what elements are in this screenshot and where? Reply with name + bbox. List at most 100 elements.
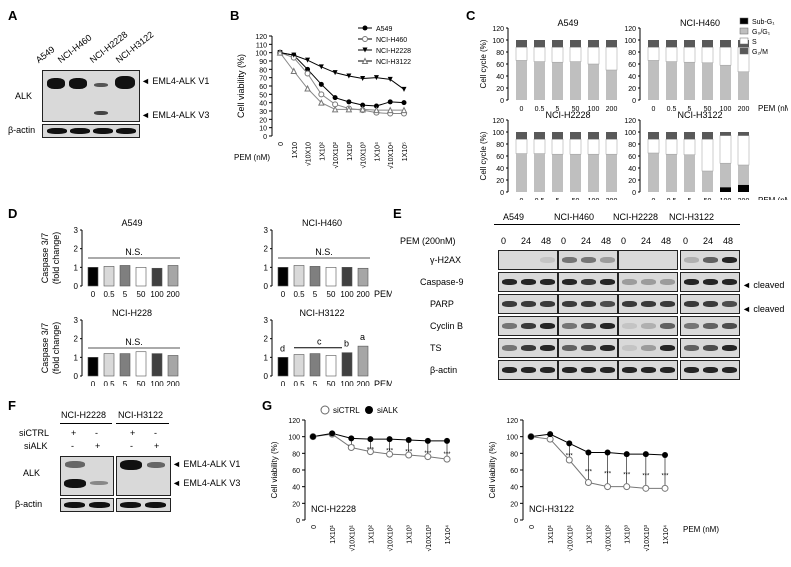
x-tick-label: 100 — [720, 106, 732, 113]
y-tick-label: 1 — [264, 263, 269, 272]
marker-open-circle — [405, 451, 413, 459]
y-tick-label: 3 — [74, 316, 79, 325]
stack-segment — [551, 46, 564, 63]
y-axis-label: Cell viability (%) — [488, 441, 497, 498]
group-label-h2228: NCI-H2228 — [61, 410, 107, 420]
y-tick-label: 60 — [628, 62, 636, 69]
y-tick-label: 2 — [264, 335, 269, 344]
y-tick-label: 80 — [259, 67, 267, 74]
panel-letter-c: C — [466, 8, 476, 23]
blot-strip — [498, 272, 558, 292]
significance-stars: *** — [642, 473, 650, 479]
group-label: NCI-H2228 — [613, 212, 659, 222]
stack-segment — [606, 70, 617, 100]
stack-segment — [683, 138, 696, 156]
stack-segment — [666, 40, 677, 48]
caspase-bar — [167, 355, 179, 377]
blot-strip — [618, 272, 678, 292]
x-tick-label: 1X10⁵ — [402, 142, 409, 161]
stack-segment — [552, 62, 563, 100]
y-tick-label: 0 — [74, 282, 79, 291]
f-actin-blot-h3122 — [116, 498, 171, 512]
marker-open-circle — [304, 70, 311, 77]
stack-segment — [570, 132, 581, 140]
blot-strip — [680, 250, 740, 270]
marker-filled-circle — [662, 452, 668, 458]
group-label: NCI-H460 — [554, 212, 595, 222]
x-tick-label: 100 — [150, 380, 164, 386]
stack-segment — [570, 61, 581, 100]
blot-strip — [618, 316, 678, 336]
x-tick-label: 0.5 — [103, 290, 115, 299]
y-tick-label: 80 — [496, 50, 504, 57]
legend-label: NCI-H3122 — [376, 59, 411, 66]
x-tick-label: 50 — [137, 380, 146, 386]
actin-blot — [42, 124, 140, 138]
sign: + — [95, 441, 101, 451]
stack-segment — [665, 46, 678, 62]
row-label: β-actin — [430, 365, 458, 375]
y-tick-label: 20 — [510, 501, 518, 508]
x-tick-label: 1X10² — [319, 141, 326, 160]
group-label: NCI-H3122 — [669, 212, 715, 222]
x-tick-label: 200 — [356, 380, 370, 386]
marker-filled-circle — [387, 99, 393, 105]
marker-open-circle — [565, 456, 573, 464]
marker-filled-circle — [360, 102, 366, 108]
x-tick-label: 5 — [123, 380, 128, 386]
marker-open-triangle — [318, 99, 325, 106]
f-alk-blot-h3122 — [116, 456, 171, 496]
marker-filled-circle — [623, 451, 630, 458]
x-tick-label: 1X10¹ — [548, 524, 555, 543]
stack-segment — [570, 40, 581, 48]
time-label: 24 — [581, 236, 592, 246]
x-tick-label: 200 — [738, 198, 750, 200]
legend-label: A549 — [376, 26, 392, 33]
legend-swatch — [739, 27, 749, 35]
sign: - — [71, 441, 74, 451]
y-tick-label: 40 — [496, 74, 504, 81]
caspase-bar — [325, 267, 337, 287]
x-tick-label: √10X10⁴ — [387, 142, 395, 169]
y-axis-label: Caspase 3/7 — [40, 233, 50, 284]
panel-letter-d: D — [8, 206, 18, 221]
row-label: Cyclin B — [430, 321, 464, 331]
time-label: 48 — [601, 236, 612, 246]
y-tick-label: 100 — [624, 130, 636, 137]
y-tick-label: 120 — [506, 418, 518, 425]
x-tick-label: 5 — [688, 106, 692, 113]
row-label: PARP — [430, 299, 454, 309]
group-label-h3122: NCI-H3122 — [118, 410, 164, 420]
alk-blot — [42, 70, 140, 122]
marker-open-circle — [347, 444, 355, 451]
series-line-NCI-H2228 — [279, 52, 405, 90]
x-tick-label: √10X10³ — [360, 141, 368, 168]
ns-label: N.S. — [125, 337, 143, 347]
x-tick-label: 100 — [720, 198, 732, 200]
y-tick-label: 20 — [292, 501, 300, 508]
stack-segment — [569, 138, 582, 155]
caspase-bar — [341, 267, 353, 287]
time-label: 48 — [723, 236, 734, 246]
marker-open-circle — [443, 455, 451, 463]
stack-segment — [666, 154, 677, 192]
stack-segment — [515, 46, 528, 61]
marker-open-triangle — [386, 106, 394, 114]
time-label: 48 — [661, 236, 672, 246]
ns-label: N.S. — [315, 247, 333, 257]
significance-stars: *** — [623, 472, 631, 478]
caspase-bar — [119, 353, 131, 377]
y-tick-label: 0 — [632, 98, 636, 105]
chart-title: NCI-H460 — [302, 218, 342, 228]
x-tick-label: 5 — [123, 290, 128, 299]
marker-triangle-down — [387, 76, 393, 82]
series-line-sictrl — [530, 436, 665, 489]
arrow-label-v1: ◄ EML4-ALK V1 — [141, 76, 210, 86]
row-label-sialk: siALK — [24, 441, 48, 451]
chart-title: NCI-H2228 — [311, 504, 356, 514]
stack-segment — [684, 62, 695, 100]
stack-segment — [647, 46, 660, 61]
chart-title: NCI-H460 — [680, 18, 720, 28]
time-label: 0 — [561, 236, 567, 246]
